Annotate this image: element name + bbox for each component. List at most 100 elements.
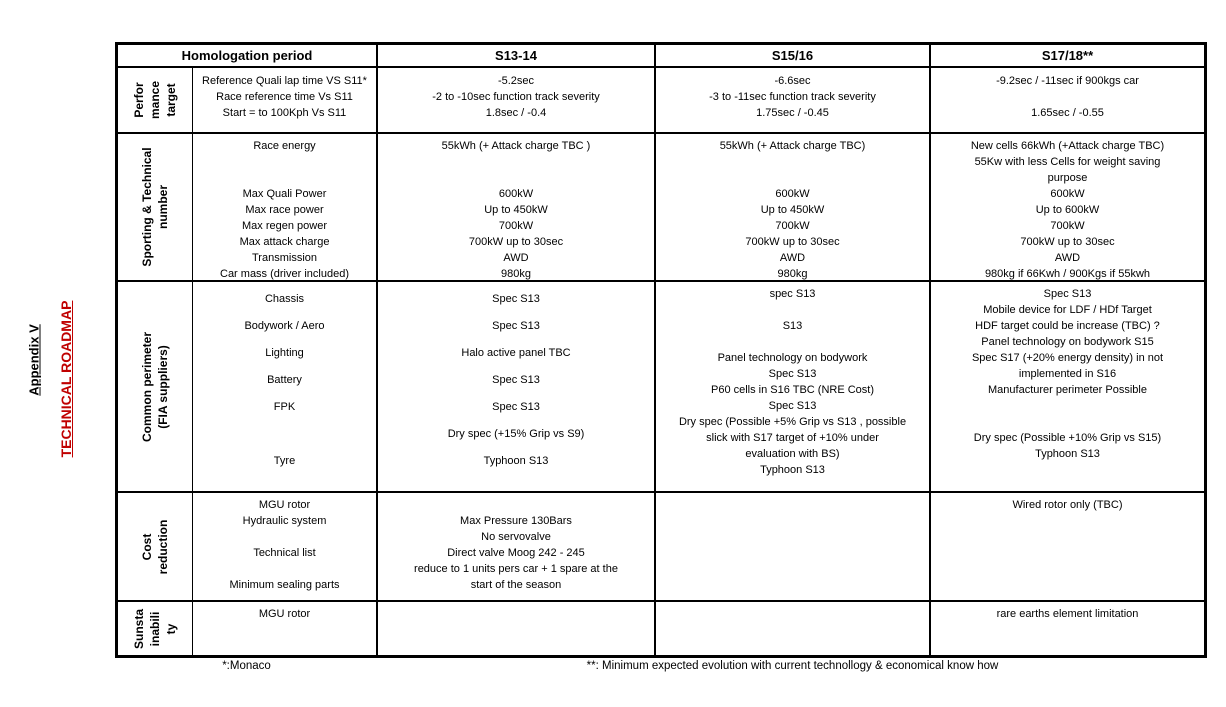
values-cost-reduction-s15 — [656, 493, 931, 602]
cell-line — [193, 170, 376, 186]
cell-line: Wired rotor only (TBC) — [1012, 499, 1123, 511]
cell-line: Bodywork / Aero — [244, 320, 325, 332]
cell-line: start of the season — [470, 579, 562, 591]
cell-line: 700kW — [498, 220, 534, 232]
cell-line: Lighting — [265, 347, 304, 359]
cell-line: number — [156, 185, 170, 230]
cell-line: Spec S13 — [768, 368, 817, 380]
cell-line: AWD — [1054, 252, 1081, 264]
cell-line — [656, 302, 929, 318]
cell-line — [931, 89, 1204, 105]
cell-line: MGU rotor — [258, 499, 311, 511]
cell-line: -5.2sec — [497, 75, 535, 87]
values-sporting-s17: New cells 66kWh (+Attack charge TBC) 55Kw… — [931, 134, 1204, 282]
cell-line: AWD — [779, 252, 806, 264]
cell-line: Typhoon S13 — [1035, 448, 1100, 460]
technical-roadmap-table: Homologation period S13-14 S15/16 S17/18… — [115, 42, 1207, 658]
cell-line: inabili — [148, 611, 162, 646]
cell-line: Up to 450kW — [484, 204, 548, 216]
cell-line: reduction — [156, 519, 170, 574]
header-homologation-period: Homologation period — [118, 45, 378, 68]
values-sustainability-s17: rare earths element limitation — [931, 602, 1204, 655]
values-performance-target-s13: -5.2sec -2 to -10sec function track sever… — [378, 68, 656, 134]
cell-line: S13 — [782, 320, 803, 332]
cell-line — [193, 154, 376, 170]
cell-line: 700kW up to 30sec — [468, 236, 564, 248]
cell-line: HDF target could be increase (TBC) ? — [975, 320, 1160, 332]
cell-line: Halo active panel TBC — [461, 347, 571, 359]
row-labels-performance-target: Reference Quali lap time VS S11* Race ref… — [193, 68, 378, 134]
values-sporting-s13: 55kWh (+ Attack charge TBC ) 600kW Up to … — [378, 134, 656, 282]
row-labels-cost-reduction: MGU rotor Hydraulic system Technical list… — [193, 493, 378, 602]
header-s17-18: S17/18** — [931, 45, 1204, 68]
cell-line: Direct valve Moog 242 - 245 — [447, 547, 585, 559]
cell-line: New cells 66kWh (+Attack charge TBC) — [970, 140, 1165, 152]
cell-line: Perfor — [132, 82, 146, 118]
header-s13-14: S13-14 — [378, 45, 656, 68]
cell-line: 55Kw with less Cells for weight saving — [974, 156, 1161, 168]
cell-line: Spec S13 — [1043, 288, 1092, 300]
cell-line: reduce to 1 units pers car + 1 spare at … — [414, 563, 618, 575]
cell-line: Sporting & Technical — [140, 147, 154, 267]
cell-line: Sunsta — [132, 608, 146, 649]
row-labels-sporting-technical-number: Race energy Max Quali Power Max race powe… — [193, 134, 378, 282]
cell-line: slick with S17 target of +10% under — [706, 432, 879, 444]
cell-line: Technical list — [253, 547, 316, 559]
cell-line — [656, 170, 929, 186]
cell-line: Spec S13 — [492, 320, 540, 332]
cell-line — [931, 398, 1204, 414]
values-performance-target-s15: -6.6sec -3 to -11sec function track sever… — [656, 68, 931, 134]
page-title: TECHNICAL ROADMAP — [58, 300, 74, 458]
cell-line: -9.2sec / -11sec if 900kgs car — [996, 75, 1139, 87]
cell-line: Max attack charge — [239, 236, 330, 248]
row-labels-sustainability: MGU rotor — [193, 602, 378, 655]
cell-line: Mobile device for LDF / HDf Target — [983, 304, 1152, 316]
group-label-text: Common perimeter (FIA suppliers) — [139, 331, 171, 441]
cell-line: Battery — [267, 374, 302, 386]
cell-line: Common perimeter — [140, 331, 154, 442]
cell-line: 1.8sec / -0.4 — [485, 107, 547, 119]
cell-line: 1.65sec / -0.55 — [1031, 107, 1104, 119]
cell-line: Cost — [140, 533, 154, 560]
cell-line: Max regen power — [242, 220, 327, 232]
cell-line: Minimum sealing parts — [229, 579, 340, 591]
cell-line: mance — [148, 80, 162, 120]
footnote-asterisks: **: Minimum expected evolution with curr… — [586, 660, 999, 672]
cell-line: -2 to -10sec function track severity — [432, 91, 600, 103]
group-label-text: Perfor mance target — [131, 81, 179, 119]
cell-line: evaluation with BS) — [745, 448, 840, 460]
cell-line: Up to 600kW — [1035, 204, 1100, 216]
row-labels-common-perimeter: Chassis Bodywork / Aero Lighting Battery FPK… — [193, 282, 378, 493]
cell-line: 980kg if 66Kwh / 900Kgs if 55kwh — [984, 268, 1151, 280]
cell-line: Race energy — [253, 140, 316, 152]
group-label-cost-reduction: Cost reduction — [118, 493, 193, 602]
group-label-sporting-technical-number: Sporting & Technical number — [118, 134, 193, 282]
cell-line: Up to 450kW — [760, 204, 825, 216]
cell-line: No servovalve — [481, 531, 551, 543]
cell-line: ty — [164, 623, 178, 634]
cell-line: Dry spec (+15% Grip vs S9) — [447, 428, 585, 440]
cell-line: AWD — [503, 252, 529, 264]
cell-line: purpose — [1047, 172, 1088, 184]
cell-line: 600kW — [498, 188, 534, 200]
cell-line: 600kW — [775, 188, 810, 200]
cell-line: (FIA suppliers) — [156, 344, 170, 429]
cell-line: Max Quali Power — [242, 188, 327, 200]
cell-line — [931, 414, 1204, 430]
cell-line: Manufacturer perimeter Possible — [988, 384, 1147, 396]
cell-line: 700kW — [1050, 220, 1085, 232]
cell-line: P60 cells in S16 TBC (NRE Cost) — [710, 384, 875, 396]
cell-line: Panel technology on bodywork — [717, 352, 868, 364]
values-sustainability-s13 — [378, 602, 656, 655]
values-sustainability-s15 — [656, 602, 931, 655]
cell-line: 980kg — [777, 268, 808, 280]
cell-line — [193, 529, 376, 545]
cell-line: Transmission — [252, 252, 317, 264]
cell-line: -6.6sec — [774, 75, 811, 87]
cell-line: Spec S13 — [492, 401, 540, 413]
cell-line: Tyre — [273, 455, 296, 467]
cell-line: Max Pressure 130Bars — [460, 515, 572, 527]
cell-line — [378, 497, 654, 513]
cell-line: Typhoon S13 — [483, 455, 549, 467]
